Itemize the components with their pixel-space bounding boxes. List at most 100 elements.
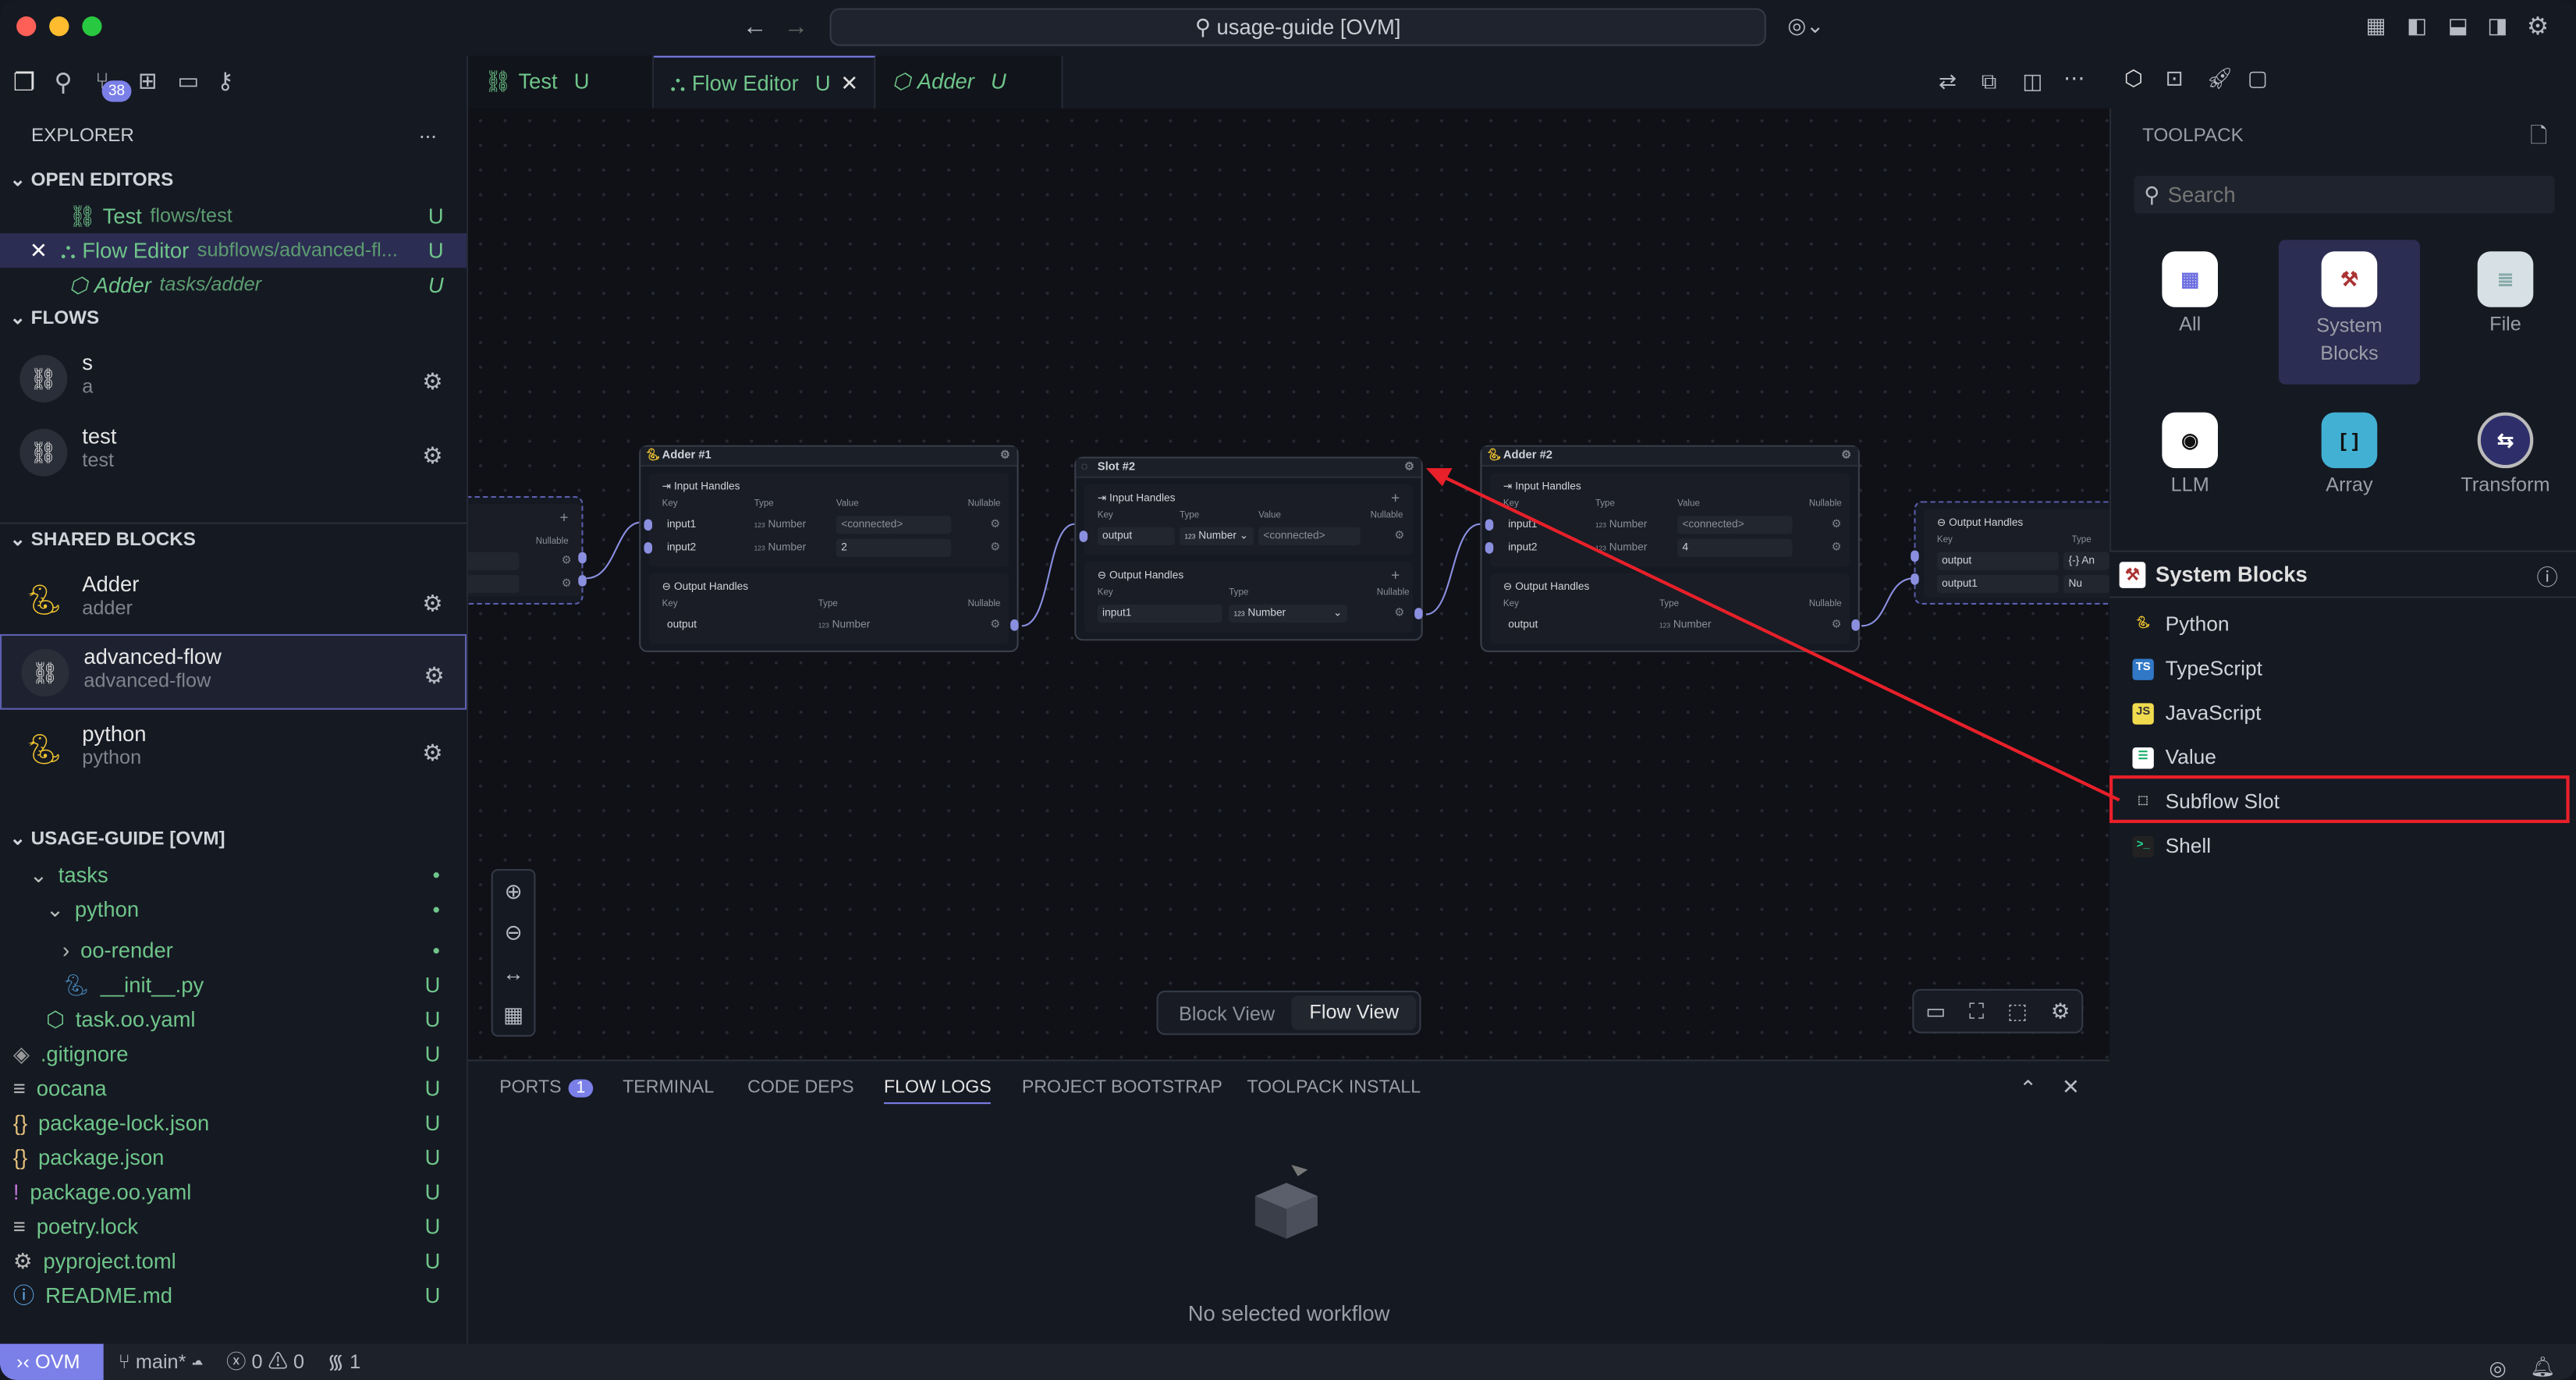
rocket-icon[interactable]: 🚀︎ — [2206, 66, 2234, 90]
tab-flow-editor[interactable]: ⛬ Flow Editor U ✕ — [654, 55, 876, 108]
input-handle[interactable] — [1911, 573, 1919, 585]
key-icon[interactable]: ⚷ — [216, 67, 234, 94]
list-item[interactable]: 🐍︎ Adder adder ⚙ — [0, 563, 467, 639]
open-editors-header[interactable]: ⌄ OPEN EDITORS — [0, 165, 467, 199]
add-handle-icon[interactable]: + — [1391, 489, 1400, 506]
output-handle[interactable] — [1851, 619, 1860, 631]
flow-output-node[interactable]: ⊖ Output Handles Key Type output {-} An ou… — [1911, 501, 2109, 605]
panel-tab-ports[interactable]: PORTS 1 — [499, 1077, 594, 1098]
gear-icon[interactable]: ⚙ — [422, 739, 443, 766]
layout-grid-icon[interactable]: ▦ — [503, 1001, 524, 1027]
system-block-javascript[interactable]: JS JavaScript — [2132, 697, 2261, 729]
add-handle-icon[interactable]: + — [559, 509, 569, 526]
list-item[interactable]: ⛓ s a ⚙ — [0, 342, 467, 417]
add-handle-icon[interactable]: + — [1391, 566, 1400, 584]
open-editor-item[interactable]: ✕ ⛬ Flow Editor subflows/advanced-fl... U — [0, 233, 467, 268]
search-icon[interactable]: ⚲ — [54, 69, 73, 98]
close-icon[interactable]: ✕ — [29, 238, 48, 263]
handle-key-field[interactable] — [468, 552, 520, 570]
open-file-icon[interactable]: ⧉ — [1981, 69, 1997, 94]
tree-item[interactable]: › oo-render ● — [0, 933, 467, 967]
gear-icon[interactable]: ⚙ — [1394, 608, 1405, 619]
branch-indicator[interactable]: ⑂ main* ☁ — [119, 1344, 204, 1380]
node-adder1[interactable]: 🐍︎ Adder #1 ⚙ ⇥ Input Handles Key Type Value Nu… — [639, 445, 1019, 653]
extensions-icon[interactable]: ⊞ — [137, 67, 158, 94]
toolpack-tile-tools[interactable]: ⚒ System Blocks — [2278, 239, 2420, 385]
gear-icon[interactable]: ⚙ — [1394, 530, 1405, 542]
input-handle[interactable] — [1079, 530, 1088, 542]
package-icon[interactable]: ⊡ — [2165, 66, 2184, 90]
input-handle[interactable] — [1911, 550, 1919, 562]
input-handle[interactable] — [1485, 519, 1494, 531]
command-center-search[interactable]: ⚲ usage-guide [OVM] — [829, 8, 1766, 46]
copilot-icon[interactable]: ◎ — [2489, 1357, 2507, 1380]
toolpack-tile-file[interactable]: ≣ File — [2435, 239, 2576, 338]
split-editor-icon[interactable]: ◫ — [2022, 69, 2043, 94]
gear-icon[interactable]: ⚙ — [999, 450, 1011, 462]
more-actions-icon[interactable]: ⋯ — [2063, 66, 2085, 90]
shared-blocks-header[interactable]: ⌄ SHARED BLOCKS — [0, 524, 467, 559]
tree-item[interactable]: {} package-lock.json U — [0, 1105, 467, 1140]
handle-value-input[interactable]: <connected> — [1677, 515, 1793, 534]
system-block-subflow-slot[interactable]: ⬚ Subflow Slot — [2132, 786, 2280, 818]
panel-tab-code-deps[interactable]: CODE DEPS — [747, 1077, 853, 1097]
panel-tab-flow-logs[interactable]: FLOW LOGS — [883, 1077, 992, 1105]
toolpack-search[interactable]: ⚲ — [2134, 176, 2555, 214]
tree-item[interactable]: ≡ poetry.lock U — [0, 1209, 467, 1243]
close-panel-icon[interactable]: ✕ — [2061, 1074, 2080, 1099]
close-tab-icon[interactable]: ✕ — [840, 69, 859, 95]
new-file-icon[interactable]: 🗋︎ — [2530, 122, 2548, 148]
compare-icon[interactable]: ⇄ — [1938, 69, 1957, 94]
terminal-icon[interactable]: ▭ — [1925, 998, 1946, 1023]
toolpack-tile-brackets[interactable]: [ ] Array — [2279, 401, 2420, 499]
gear-icon[interactable]: ⚙ — [424, 662, 445, 689]
toolpack-cube-icon[interactable]: ⬡ — [2124, 66, 2143, 90]
fit-view-icon[interactable]: ↔ — [502, 960, 524, 986]
search-input[interactable] — [2167, 182, 2530, 208]
zoom-in-icon[interactable]: ⊕ — [504, 878, 523, 903]
tab-test[interactable]: ⛓ Test U — [468, 55, 655, 108]
input-handle[interactable] — [1485, 541, 1494, 554]
list-item[interactable]: 🐍︎ python python ⚙ — [0, 713, 467, 789]
toolpack-tile-dog[interactable]: ◉ LLM — [2120, 401, 2261, 499]
gear-icon[interactable]: ⚙ — [990, 519, 1001, 531]
gear-icon[interactable]: ⚙ — [1831, 619, 1842, 631]
tree-item[interactable]: ⚙ pyproject.toml U — [0, 1243, 467, 1278]
list-item[interactable]: ⛓ test test ⚙ — [0, 416, 467, 491]
node-slot2[interactable]: ◌ Slot #2 ⚙ ⇥ Input Handles + Key Type Value Nul… — [1074, 456, 1423, 641]
list-item[interactable]: ⛓ advanced-flow advanced-flow ⚙ — [0, 633, 467, 710]
gear-icon[interactable]: ⚙ — [1403, 461, 1415, 474]
system-block-shell[interactable]: >_ Shell — [2132, 829, 2211, 862]
gear-icon[interactable]: ⚙ — [422, 442, 443, 469]
toolpack-tile-swap[interactable]: ⇆ Transform — [2435, 401, 2576, 499]
gear-icon[interactable]: ⚙ — [1831, 519, 1842, 531]
gear-icon[interactable]: ⚙ — [1841, 450, 1852, 462]
output-handle[interactable] — [1414, 608, 1423, 619]
handle-key-field[interactable] — [468, 575, 520, 594]
handle-value-input[interactable]: <connected> — [1258, 526, 1361, 545]
tree-item[interactable]: ≡ oocana U — [0, 1071, 467, 1105]
handle-value-input[interactable]: <connected> — [836, 515, 952, 534]
open-editor-item[interactable]: ⛓ Test flows/test U — [0, 199, 467, 233]
gear-icon[interactable]: ⚙ — [422, 590, 443, 616]
maximize-panel-icon[interactable]: ⌃ — [2019, 1076, 2038, 1101]
system-block-typescript[interactable]: TS TypeScript — [2132, 652, 2262, 685]
panel-tab-toolpack-install[interactable]: TOOLPACK INSTALL — [1247, 1077, 1421, 1097]
settings-gear-icon[interactable]: ⚙ — [2526, 12, 2549, 41]
maximize-window-button[interactable] — [82, 16, 102, 37]
workspace-header[interactable]: ⌄ USAGE-GUIDE [OVM] — [0, 823, 467, 857]
tree-item[interactable]: 🐍︎ __init__.py U — [0, 967, 467, 1002]
handle-type[interactable]: 123 Number ⌄ — [1180, 526, 1254, 545]
panel-tab-terminal[interactable]: TERMINAL — [623, 1077, 714, 1097]
toolpack-tile-cubes[interactable]: ▦ All — [2120, 239, 2261, 338]
tree-item[interactable]: ! package.oo.yaml U — [0, 1175, 467, 1209]
tree-item[interactable]: ⬡ task.oo.yaml U — [0, 1002, 467, 1037]
gear-icon[interactable]: ⚙ — [990, 541, 1001, 554]
tree-item[interactable]: ⓘ README.md U — [0, 1278, 467, 1312]
more-icon[interactable]: ... — [419, 118, 437, 144]
output-handle[interactable] — [578, 575, 587, 587]
panel-tab-project-bootstrap[interactable]: PROJECT BOOTSTRAP — [1022, 1077, 1222, 1097]
toggle-secondary-sidebar-icon[interactable]: ◨ — [2487, 12, 2508, 38]
tree-item[interactable]: ⌄ tasks ● — [0, 857, 467, 892]
flow-input-node[interactable]: + Nullable ⚙ ⚙ — [468, 495, 587, 605]
